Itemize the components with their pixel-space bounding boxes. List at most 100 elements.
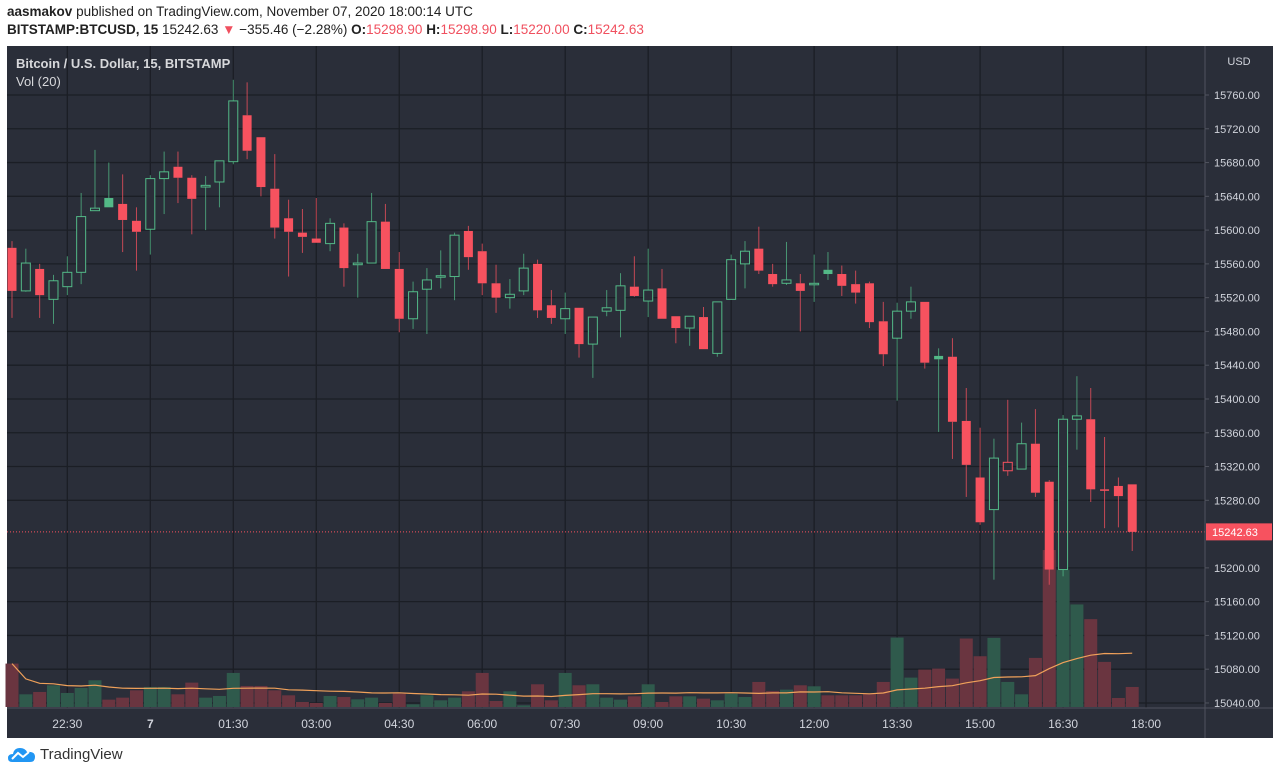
candle	[104, 162, 114, 208]
candle-body	[504, 293, 515, 299]
candle-body	[1058, 418, 1069, 571]
volume-bar	[1015, 694, 1029, 707]
candle	[352, 253, 363, 298]
volume-bar	[959, 638, 973, 707]
candle-body	[629, 286, 639, 296]
price-tick-label: 15760.00	[1214, 90, 1260, 102]
candle	[905, 286, 916, 319]
volume-bar	[641, 684, 655, 707]
volume-bar	[779, 689, 793, 707]
candle-body	[947, 356, 957, 422]
candle-body	[615, 285, 626, 311]
candle-body	[339, 227, 349, 269]
volume-bar	[1028, 657, 1042, 707]
candle	[920, 301, 930, 369]
candle	[574, 307, 584, 358]
candle-body	[809, 282, 820, 286]
published-text: published on TradingView.com, November 0…	[76, 4, 473, 19]
candle-body	[1086, 419, 1096, 490]
volume-bar	[752, 681, 766, 707]
candle-body	[435, 275, 446, 278]
time-axis[interactable]: 22:30 7 01:30 03:00 04:30 06:00 07:30 09:00 10:3…	[52, 717, 1161, 731]
volume-bar	[102, 699, 116, 707]
candle-body	[574, 307, 584, 345]
author-name[interactable]: aasmakov	[7, 4, 73, 19]
volume-bar	[254, 685, 268, 707]
volume-bar	[655, 701, 669, 707]
publish-info: aasmakov published on TradingView.com, N…	[7, 4, 473, 19]
volume-bar	[351, 699, 365, 707]
currency-badge[interactable]	[1222, 51, 1256, 69]
candle	[89, 149, 100, 212]
price-tick-label: 15600.00	[1214, 225, 1260, 237]
candle-body	[311, 238, 321, 243]
candle-body	[408, 291, 419, 320]
candle-body	[380, 221, 390, 269]
candle-body	[1002, 461, 1013, 472]
candle	[504, 279, 515, 309]
candle	[311, 198, 321, 243]
candle	[795, 274, 805, 332]
volume-bar	[544, 700, 558, 707]
symbol-name: BITSTAMP:BTCUSD, 15	[7, 22, 159, 37]
volume-bar	[973, 656, 987, 707]
candle-body	[768, 274, 778, 285]
price-change: −355.46 (−2.28%)	[239, 22, 348, 37]
time-tick-label: 13:30	[882, 717, 912, 731]
candle-body	[934, 355, 944, 360]
candle-body	[684, 315, 695, 329]
open-value: 15298.90	[366, 22, 423, 37]
candle	[615, 273, 626, 338]
candle-body	[449, 234, 460, 278]
candle-body	[699, 317, 708, 350]
close-label: C:	[573, 22, 588, 37]
candle	[1100, 436, 1110, 529]
candle-body	[851, 284, 861, 293]
candle	[200, 176, 211, 231]
volume-legend[interactable]: Vol (20)	[16, 74, 61, 89]
candle	[1044, 480, 1054, 585]
candle	[988, 438, 999, 580]
candle	[560, 292, 571, 334]
volume-bar	[295, 701, 309, 707]
volume-bar	[33, 691, 47, 707]
chart-legend-title[interactable]: Bitcoin / U.S. Dollar, 15, BITSTAMP	[16, 56, 231, 71]
price-tick-label: 15040.00	[1214, 698, 1260, 710]
price-tick-label: 15640.00	[1214, 191, 1260, 203]
candle	[533, 259, 543, 318]
volume-bar	[88, 680, 102, 707]
candle-body	[284, 218, 294, 232]
candle-body	[560, 308, 571, 320]
brand-name: TradingView	[40, 745, 123, 763]
volume-bar	[945, 678, 959, 707]
volume-bar	[226, 672, 240, 707]
candle	[629, 256, 639, 297]
candle	[878, 301, 888, 367]
candle	[518, 253, 529, 296]
candle	[975, 427, 985, 525]
last-price: 15242.63	[162, 22, 219, 37]
volume-bar	[171, 694, 185, 707]
candle	[961, 388, 971, 497]
candle-body	[975, 477, 985, 523]
candle	[187, 175, 197, 235]
price-axis[interactable]: 15760.00 15720.00 15680.00 15640.00 15600.00…	[1205, 90, 1260, 710]
candle-body	[671, 316, 681, 329]
candle-body	[104, 198, 114, 208]
candle-body	[1071, 415, 1082, 420]
candle-body	[89, 207, 100, 212]
candle-body	[228, 100, 239, 163]
candle-body	[1113, 485, 1123, 497]
candle	[35, 263, 45, 318]
volume-bar	[503, 691, 517, 707]
tradingview-brand[interactable]: TradingView	[8, 745, 123, 763]
candle	[601, 290, 612, 317]
candle	[947, 338, 957, 459]
price-tick-label: 15160.00	[1214, 597, 1260, 609]
candle-body	[48, 280, 59, 300]
candle-body	[920, 301, 930, 363]
candle-body	[118, 203, 128, 220]
candle	[1127, 484, 1137, 551]
candle-body	[657, 288, 667, 319]
